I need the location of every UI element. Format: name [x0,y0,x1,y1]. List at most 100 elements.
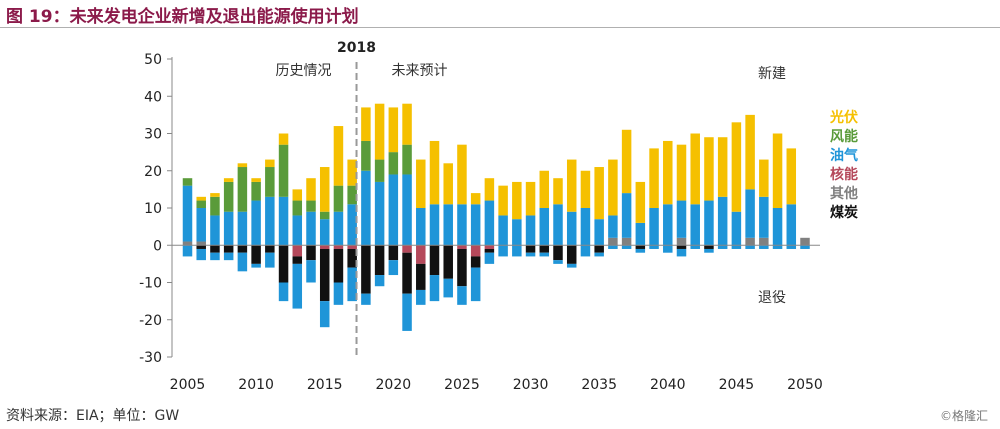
bar-segment-add-2030 [525,215,536,246]
bar-segment-add-2014 [306,211,316,246]
bar-segment-add-2034 [580,170,591,208]
figure-title: 图 19：未来发电企业新增及退出能源使用计划 [6,7,359,27]
bar-segment-retire-2010 [251,245,261,264]
bar-segment-retire-2017 [347,245,357,249]
bar-segment-add-2036 [608,159,618,216]
bar-segment-add-2036 [608,215,618,238]
bar-segment-add-2049 [786,148,797,205]
bar-segment-add-2007 [210,193,220,197]
bars-layer [182,103,810,331]
bar-segment-retire-2038 [635,248,646,253]
bar-segment-add-2026 [470,204,481,246]
divider-year-label: 2018 [337,40,376,56]
bar-segment-retire-2007 [210,252,220,261]
bar-segment-retire-2030 [525,252,536,257]
bar-segment-add-2017 [347,185,357,205]
bar-segment-add-2018 [361,107,371,141]
bar-segment-retire-2016 [333,248,344,283]
bar-segment-add-2050 [800,237,810,246]
bar-segment-add-2020 [388,107,399,153]
bar-segment-retire-2024 [443,245,453,279]
bar-segment-add-2047 [759,196,769,238]
bar-segment-add-2028 [498,215,508,246]
bar-segment-add-2040 [663,140,673,205]
bar-segment-retire-2026 [470,267,481,302]
bar-segment-retire-2018 [361,293,371,305]
bar-segment-retire-2027 [484,252,495,264]
bar-segment-add-2044 [717,196,728,246]
bar-segment-retire-2032 [553,260,563,264]
bar-segment-add-2040 [663,204,673,246]
bar-segment-retire-2013 [292,256,303,264]
bar-segment-add-2047 [759,159,769,197]
x-tick-label: 2045 [719,377,755,393]
bar-segment-retire-2014 [306,260,316,283]
bar-segment-retire-2042 [690,245,700,249]
legend-entry: 油气 [830,147,858,164]
y-tick-label: 40 [144,89,162,105]
bar-segment-add-2008 [223,211,234,246]
bar-segment-add-2020 [388,152,399,175]
bar-segment-add-2012 [278,144,289,197]
bar-segment-add-2011 [265,167,275,197]
legend-entry: 光伏 [829,109,858,126]
bar-segment-add-2048 [772,208,783,246]
bar-segment-add-2010 [251,181,261,201]
y-tick-label: -30 [139,350,162,366]
bar-segment-retire-2011 [265,252,275,268]
bar-segment-add-2046 [745,114,755,190]
bar-segment-add-2015 [319,167,330,212]
bar-segment-add-2020 [388,174,399,246]
bar-segment-add-2024 [443,204,453,246]
bar-segment-add-2009 [237,163,248,168]
x-tick-label: 2050 [787,377,823,393]
y-tick-label: 10 [144,201,162,217]
bar-segment-retire-2044 [717,245,728,249]
retirement-label: 退役 [758,290,786,306]
bar-segment-retire-2026 [470,256,481,268]
bar-segment-add-2049 [786,204,797,246]
bar-segment-add-2009 [237,167,248,212]
x-tick-label: 2015 [307,377,343,393]
bar-segment-retire-2036 [608,245,618,249]
bar-segment-retire-2030 [525,245,536,253]
bar-segment-retire-2037 [621,245,632,249]
bar-segment-retire-2005 [182,245,193,257]
bar-segment-retire-2025 [457,248,467,287]
bar-segment-add-2021 [402,144,412,175]
x-tick-label: 2010 [238,377,274,393]
bar-segment-add-2038 [635,181,646,223]
bar-segment-add-2047 [759,237,769,246]
legend-entry: 其他 [830,185,858,202]
bar-segment-add-2042 [690,204,700,246]
bar-segment-add-2021 [402,103,412,145]
bar-segment-add-2006 [196,196,206,201]
bar-segment-retire-2031 [539,252,550,257]
bar-segment-retire-2024 [443,278,453,298]
bar-segment-add-2029 [512,181,522,220]
legend-entry: 风能 [830,128,858,145]
bar-segment-add-2032 [553,178,563,205]
bar-segment-retire-2013 [292,245,303,257]
bar-segment-retire-2022 [416,263,426,290]
bar-segment-add-2005 [182,178,193,186]
bar-segment-add-2042 [690,133,700,205]
bar-segment-add-2043 [704,137,714,201]
bar-segment-add-2018 [361,170,371,246]
bar-segment-retire-2022 [416,245,426,264]
bar-segment-retire-2035 [594,252,604,257]
bar-segment-retire-2008 [223,252,234,261]
bar-segment-add-2025 [457,204,467,246]
x-axis-layer: 2005 2010 2015 2020 2025 2030 2035 2040 2045 2050 [170,244,823,393]
bar-segment-retire-2013 [292,263,303,309]
bar-segment-retire-2010 [251,263,261,268]
bar-segment-add-2012 [278,133,289,145]
bar-segment-add-2019 [374,103,385,160]
x-tick-label: 2040 [650,377,686,393]
bar-segment-retire-2017 [347,248,357,268]
bar-segment-retire-2041 [676,245,687,249]
bar-segment-add-2007 [210,215,220,246]
bar-segment-retire-2034 [580,245,591,257]
bar-segment-add-2015 [319,211,330,220]
